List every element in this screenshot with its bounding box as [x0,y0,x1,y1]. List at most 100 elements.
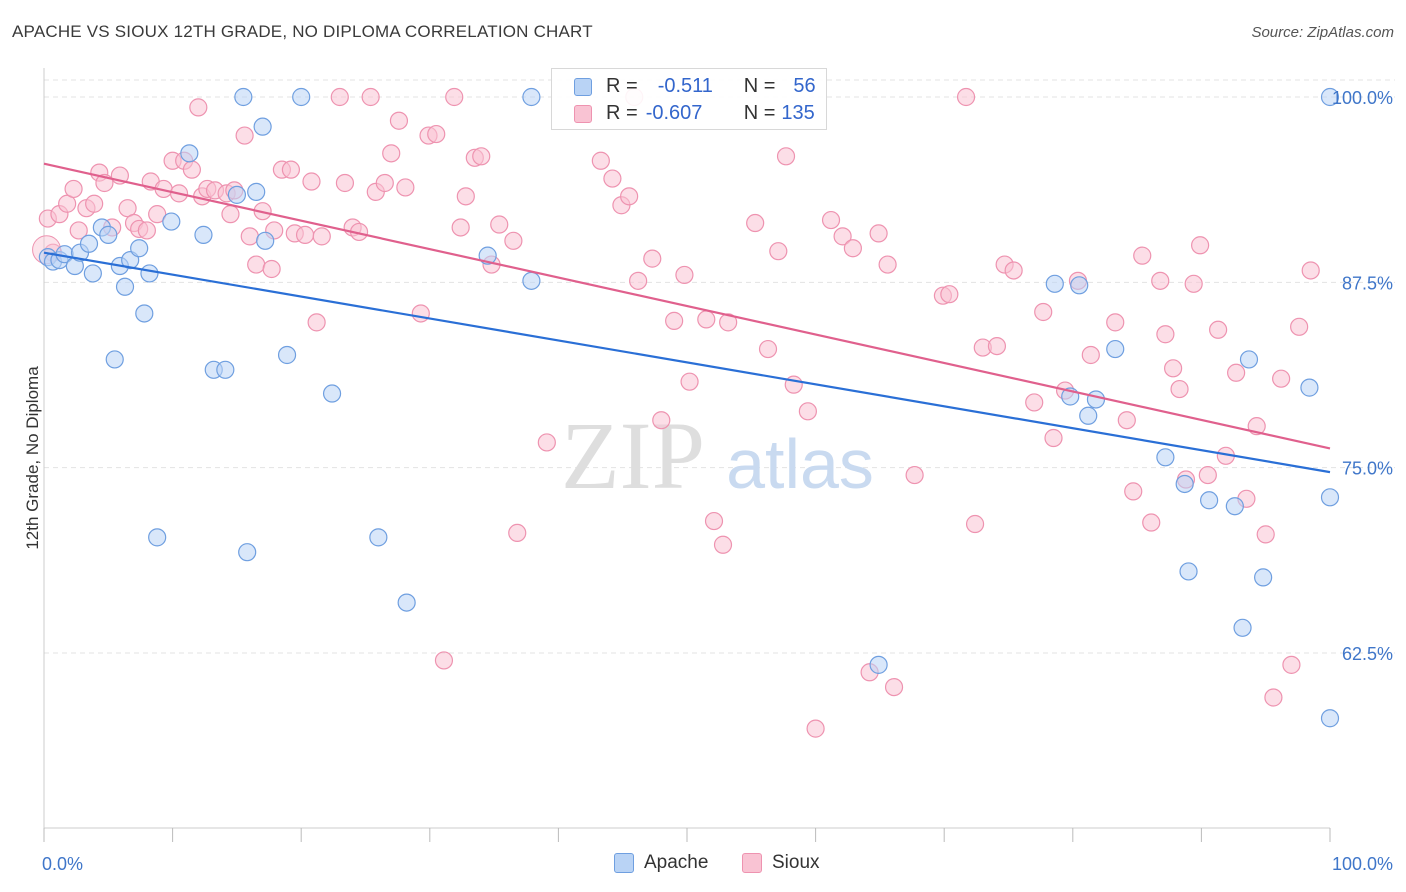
chart-title: APACHE VS SIOUX 12TH GRADE, NO DIPLOMA C… [12,22,593,41]
y-tick-label: 100.0% [1332,88,1393,108]
sioux-point [643,249,662,268]
apache-point [1225,497,1244,516]
apache-point [369,528,388,547]
sioux-point [64,179,83,199]
sioux-point [1191,236,1210,255]
sioux-point [956,87,976,107]
apache-point [130,239,149,258]
sioux-point [1151,271,1170,290]
sioux-point [1227,363,1246,382]
sioux-point [137,221,156,240]
trend-lines [43,162,1331,474]
legend-apache-swatch [614,853,634,873]
apache-point [234,87,253,107]
legend-sioux-swatch [742,853,762,873]
sioux-swatch [574,104,592,123]
apache-r-label: R = [606,75,638,97]
sioux-point [1156,325,1175,344]
legend-sioux: Sioux [742,852,820,874]
apache-point [1045,274,1064,293]
apache-point [1106,339,1125,359]
watermark: ZIP atlas [561,402,874,509]
apache-n-label: N = [743,75,776,97]
apache-point [1300,378,1319,397]
apache-point [1070,276,1089,295]
legend-apache-label: Apache [644,852,709,873]
apache-point [292,87,311,107]
sioux-point [1164,359,1183,378]
stats-box: R = -0.511 N = 56 R = -0.607 N = 135 [551,68,827,130]
sioux-point [1117,411,1136,430]
sioux-point [302,172,321,191]
sioux-point [221,205,240,224]
sioux-point [1209,320,1228,339]
apache-point [83,264,102,283]
apache-point [115,277,135,296]
sioux-point [307,313,326,332]
sioux-point [148,205,167,224]
sioux-point [389,111,409,130]
sioux-point [262,259,281,279]
sioux-point [427,124,446,144]
sioux-point [987,336,1007,356]
y-tick-label: 75.0% [1342,459,1393,479]
sioux-point [1106,313,1125,332]
apache-point [322,384,342,403]
sioux-trend-line [43,162,1331,450]
sioux-point [758,339,778,359]
apache-point [216,360,235,379]
sioux-n-value: 135 [781,102,815,124]
sioux-point [776,147,796,166]
apache-point [247,182,266,201]
sioux-point [281,160,301,179]
sioux-point [189,98,208,117]
apache-point [253,117,272,136]
apache-points [38,87,1340,728]
sioux-point [69,221,88,240]
sioux-point [295,225,315,244]
apache-point [869,655,888,674]
sioux-point [472,147,491,166]
apache-point [1239,350,1259,369]
apache-point [1200,491,1219,510]
sioux-point [1044,428,1063,448]
sioux-point [1081,345,1100,365]
sioux-point [85,194,104,213]
sioux-point [713,535,733,554]
apache-point [135,304,154,323]
sioux-point [940,285,959,304]
sioux-point [1034,302,1053,322]
sioux-point [330,87,349,107]
stats-row-sioux: R = -0.607 N = 135 [574,102,815,125]
sioux-point [905,465,924,485]
sioux-point [798,402,817,421]
sioux-point [240,227,259,246]
apache-point [140,264,159,283]
sioux-point [1272,369,1291,388]
apache-point [256,231,275,250]
sioux-point [719,313,738,332]
sioux-point [675,265,694,285]
sioux-point [704,511,724,531]
y-tick-label: 62.5% [1342,644,1393,664]
sioux-point [1170,379,1189,399]
sioux-point [361,87,380,107]
sioux-point [869,224,888,243]
sioux-point [652,411,671,430]
sioux-r-label: R = [606,102,638,124]
sioux-point [591,151,610,170]
apache-point [238,543,257,562]
watermark-atlas: atlas [726,425,874,503]
y-axis-label: 12th Grade, No Diploma [23,366,42,550]
sioux-point [445,87,464,107]
legend-apache: Apache [614,852,708,874]
sioux-point [1198,465,1217,485]
y-tick-label: 87.5% [1342,273,1393,293]
apache-point [1175,474,1194,494]
apache-point [1233,618,1252,637]
sioux-point [806,719,825,738]
sioux-point [833,227,852,246]
sioux-point [1282,655,1301,674]
apache-point [522,271,541,290]
x-tick-label: 0.0% [42,854,83,874]
